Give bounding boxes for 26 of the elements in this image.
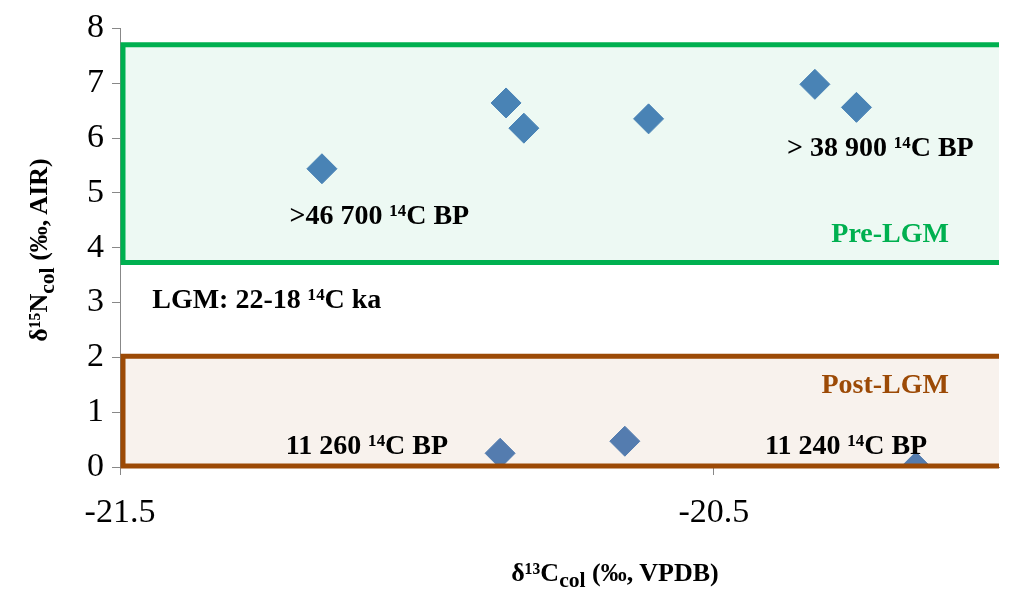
y-tick-label: 7 (87, 62, 104, 100)
y-tick-label: 8 (87, 7, 104, 45)
point (633, 103, 665, 135)
annotation: > 38 900 ¹⁴C BP (786, 131, 974, 163)
annotation: >46 700 ¹⁴C BP (289, 199, 470, 231)
band-label: Pre-LGM (831, 216, 949, 248)
band-label: Post-LGM (821, 368, 949, 400)
point (799, 68, 831, 100)
point (490, 87, 522, 119)
x-tick-label: -20.5 (678, 492, 750, 530)
y-tick-label: 5 (87, 171, 104, 209)
y-tick-label: 1 (87, 391, 104, 429)
point (508, 112, 540, 144)
point (840, 91, 872, 123)
x-axis-title: δ¹³C$_{col}$ (‰, VPDB) (511, 558, 719, 590)
y-tick-label: 4 (87, 226, 104, 264)
y-tick-label: 2 (87, 336, 104, 374)
point (306, 153, 338, 185)
y-tick-label: 0 (87, 445, 104, 483)
annotation: 11 240 ¹⁴C BP (764, 429, 928, 461)
y-tick-label: 3 (87, 281, 104, 319)
point (609, 425, 641, 457)
annotation: 11 260 ¹⁴C BP (285, 429, 449, 461)
annotation: LGM: 22-18 ¹⁴C ka (152, 282, 382, 314)
x-tick-label: -21.5 (84, 492, 156, 530)
y-tick-label: 6 (87, 116, 104, 154)
